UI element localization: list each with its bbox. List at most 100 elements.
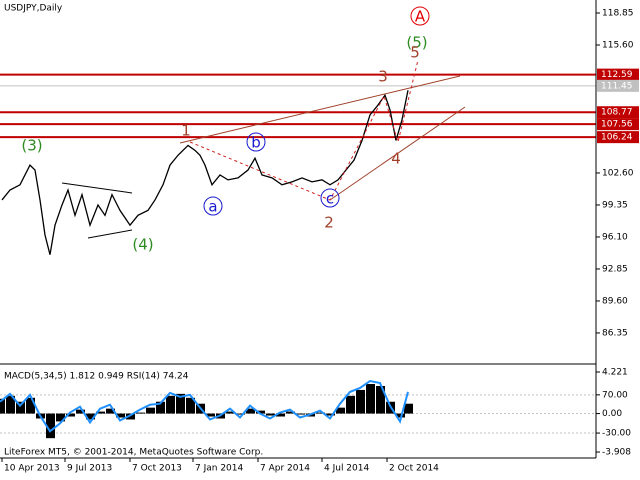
histogram-bar	[96, 411, 105, 414]
histogram-bar	[56, 413, 65, 422]
channel-line	[179, 75, 461, 144]
y-tick-label: 102.60	[602, 168, 634, 178]
histogram-bar	[66, 413, 75, 417]
histogram-bar	[286, 411, 295, 414]
x-tick-label: 9 Jul 2013	[67, 464, 112, 474]
wave-circle	[203, 196, 223, 216]
histogram-bar	[326, 413, 335, 416]
histogram-bar	[296, 413, 305, 415]
indicator-panel: 4.221 70.00 0.00 -30.00 -3.908	[0, 367, 631, 458]
histogram-bar	[26, 397, 35, 414]
histogram-bar	[136, 412, 145, 414]
y-tick-label: 4.221	[602, 367, 628, 377]
y-tick-label: 92.85	[602, 264, 628, 274]
histogram-bar	[116, 413, 125, 418]
histogram-bar	[0, 398, 5, 414]
price-panel: 118.85 115.60 102.60 99.35 96.10 92.85 89.60 86…	[0, 8, 639, 474]
x-tick-label: 7 Jan 2014	[195, 464, 243, 474]
y-tick-label: 86.35	[602, 328, 628, 338]
histogram-bar	[336, 407, 345, 414]
histogram-bar	[126, 413, 135, 420]
level-label: 112.59	[601, 70, 633, 80]
wave-circle	[320, 188, 340, 208]
histogram-bar	[236, 413, 245, 415]
wave-lines	[61, 59, 466, 239]
y-tick-label: 99.35	[602, 200, 628, 210]
level-label: 108.77	[601, 108, 633, 118]
y-tick-label: 115.60	[602, 40, 634, 50]
wave-label: 1	[181, 122, 191, 140]
wave-label: (5)	[406, 34, 427, 52]
wave-label: (4)	[132, 236, 153, 254]
wave-label: b	[251, 134, 261, 152]
level-label-box	[597, 131, 639, 144]
x-tick-label: 7 Apr 2014	[260, 464, 310, 474]
wave-labels: A (5)5 3 1 (3) b 4 a c 2 (4)	[21, 6, 430, 254]
histogram-bar	[186, 397, 195, 414]
histogram-bar	[404, 403, 413, 414]
y-tick-label: 89.60	[602, 296, 628, 306]
histogram-bar	[46, 413, 55, 439]
histogram-bar	[246, 408, 255, 414]
y-tick-label: 70.00	[602, 390, 628, 400]
channel-line	[329, 106, 466, 201]
histogram-bar	[366, 384, 375, 414]
chart-title: USDJPY,Daily	[4, 4, 63, 14]
histogram-bar	[156, 401, 165, 414]
level-label-box	[597, 79, 639, 92]
wave-circle	[246, 132, 266, 152]
wave-path	[189, 59, 419, 201]
level-label: 107.56	[601, 120, 633, 130]
x-tick-label: 7 Oct 2013	[132, 464, 182, 474]
x-tick-label: 4 Jul 2014	[324, 464, 369, 474]
level-label-box	[597, 106, 639, 119]
histogram-bar	[316, 412, 325, 414]
histogram-bar	[146, 407, 155, 414]
wave-label: 5	[410, 44, 420, 62]
wave-label: 2	[324, 214, 334, 232]
histogram-bar	[176, 393, 185, 414]
x-tick-label: 2 Oct 2014	[389, 464, 439, 474]
histogram-bar	[76, 409, 85, 414]
histogram-bar	[356, 389, 365, 414]
level-label-box	[597, 68, 639, 81]
y-tick-label: 0.00	[602, 409, 622, 419]
y-tick-label: 118.85	[602, 8, 634, 18]
histogram-bar	[6, 395, 15, 414]
indicator-line	[0, 380, 409, 433]
histogram-bar	[206, 413, 215, 417]
y-tick-label: 96.10	[602, 232, 628, 242]
histogram-bar	[276, 413, 285, 417]
histogram-bar	[396, 413, 405, 418]
histogram-bar	[16, 401, 25, 414]
wave-label: 4	[391, 150, 401, 168]
wave-label: c	[326, 190, 334, 208]
y-tick-label: -3.908	[602, 448, 631, 458]
wave-circle	[410, 6, 430, 26]
x-tick-label: 10 Apr 2013	[4, 464, 60, 474]
footer: LiteForex MT5, © 2001-2014, MetaQuotes S…	[4, 448, 263, 458]
price-line	[1, 90, 409, 255]
histogram-bar	[346, 395, 355, 414]
histogram-bar	[86, 413, 95, 420]
histogram-bar	[376, 385, 385, 414]
wave-label: A	[415, 8, 426, 26]
histogram-bar	[256, 410, 265, 414]
level-label: 106.24	[601, 133, 633, 143]
wave-label: 3	[378, 68, 388, 86]
histogram-bar	[166, 395, 175, 414]
indicator-title: MACD(5,34,5) 1.812 0.949 RSI(14) 74.24	[4, 372, 189, 382]
wave-label: a	[208, 198, 217, 216]
histogram-bar	[226, 411, 235, 414]
wave-label: (3)	[21, 137, 42, 155]
level-label: 111.45	[601, 81, 633, 91]
histogram-bar	[106, 408, 115, 414]
histogram-bar	[266, 413, 275, 416]
triangle-line	[87, 229, 133, 239]
y-tick-label: -30.00	[602, 429, 631, 439]
level-label-box	[597, 118, 639, 131]
triangle-line	[61, 182, 133, 194]
